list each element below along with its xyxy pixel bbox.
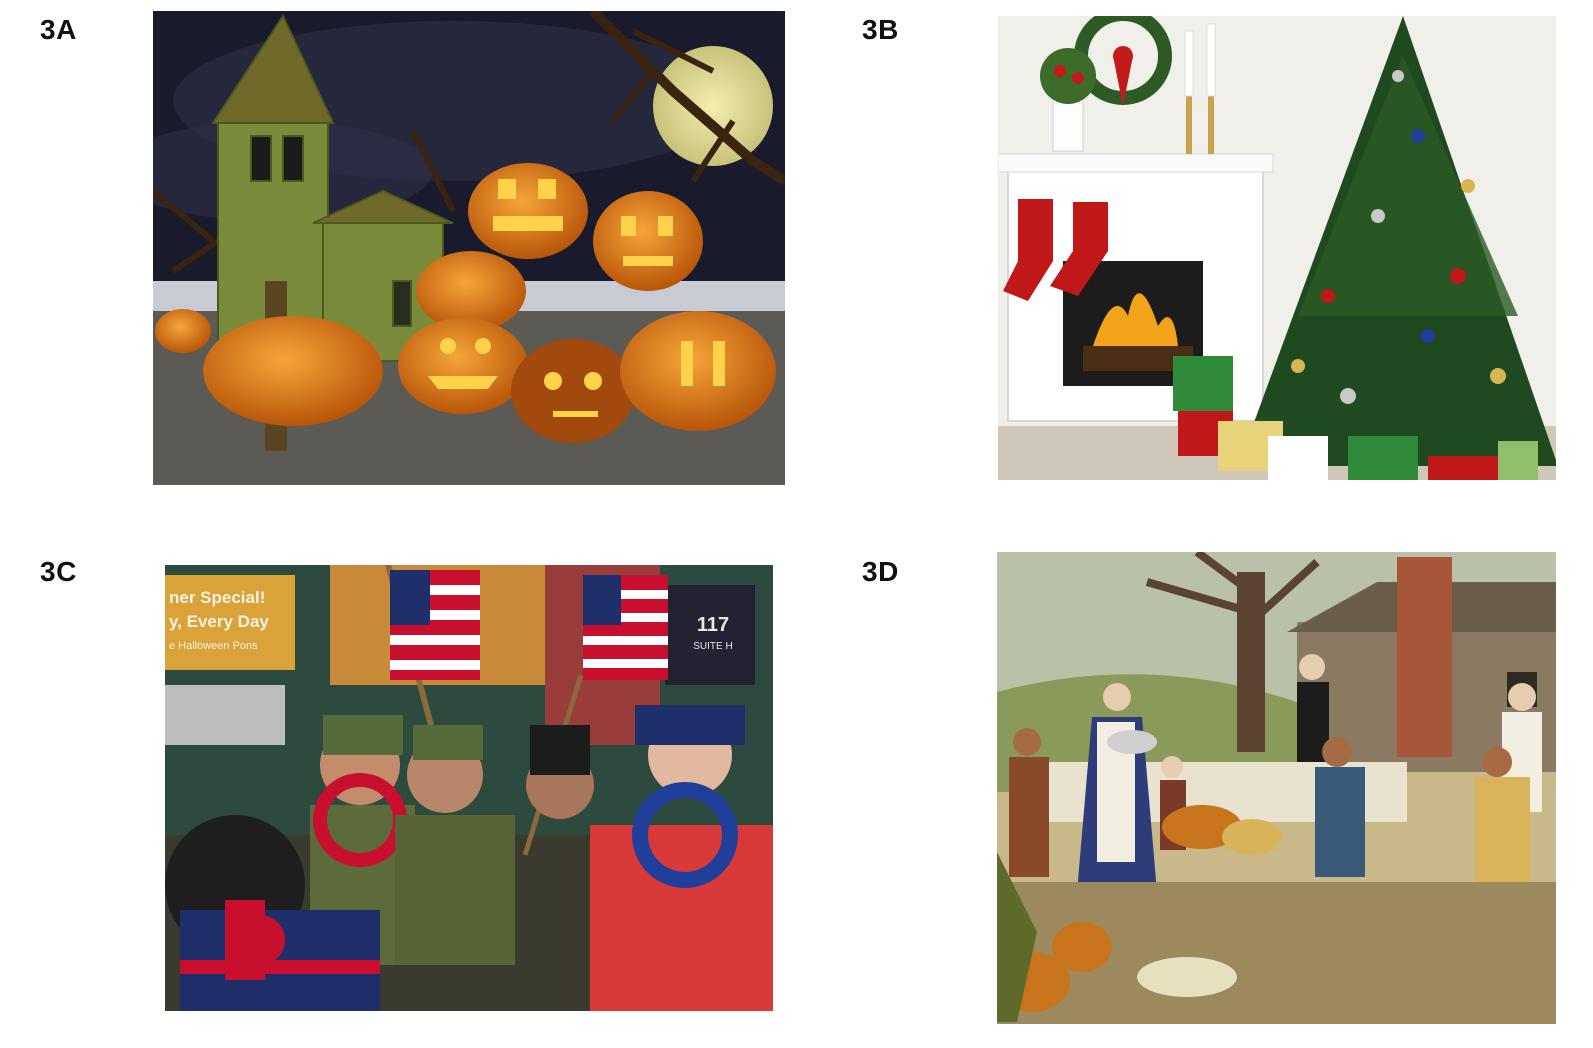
panel-label-3a: 3A [40,14,77,45]
panel-label-3d: 3D [862,556,899,587]
gifts [1173,356,1538,480]
pumpkins [155,163,776,443]
christmas-illustration [998,16,1556,480]
christmas-tree [1238,16,1556,466]
stockings [1003,181,1112,301]
thanksgiving-image [997,552,1556,1024]
halloween-image [153,11,785,485]
panel-label-3b: 3B [862,14,899,45]
address-suite: SUITE H [693,641,732,652]
mantel-decor [1040,16,1216,154]
foreground-pumpkins [997,852,1237,1022]
banner-text-3: e Halloween Pons [169,640,258,652]
thanksgiving-illustration [997,552,1556,1024]
native-americans [1009,728,1530,887]
halloween-illustration [153,11,785,485]
banner-text-1: ner Special! [169,588,265,607]
tree [1145,552,1320,752]
bunting [180,900,380,1011]
banner-text-2: y, Every Day [169,612,269,631]
moon [653,46,773,166]
parade-image: ner Special! y, Every Day e Halloween Po… [165,565,773,1011]
panel-label-3c: 3C [40,556,77,587]
parade-illustration: ner Special! y, Every Day e Halloween Po… [165,565,773,1011]
address-number: 117 [697,614,729,636]
store-banner [165,575,295,670]
harvest [1162,805,1282,855]
christmas-image [998,16,1556,480]
